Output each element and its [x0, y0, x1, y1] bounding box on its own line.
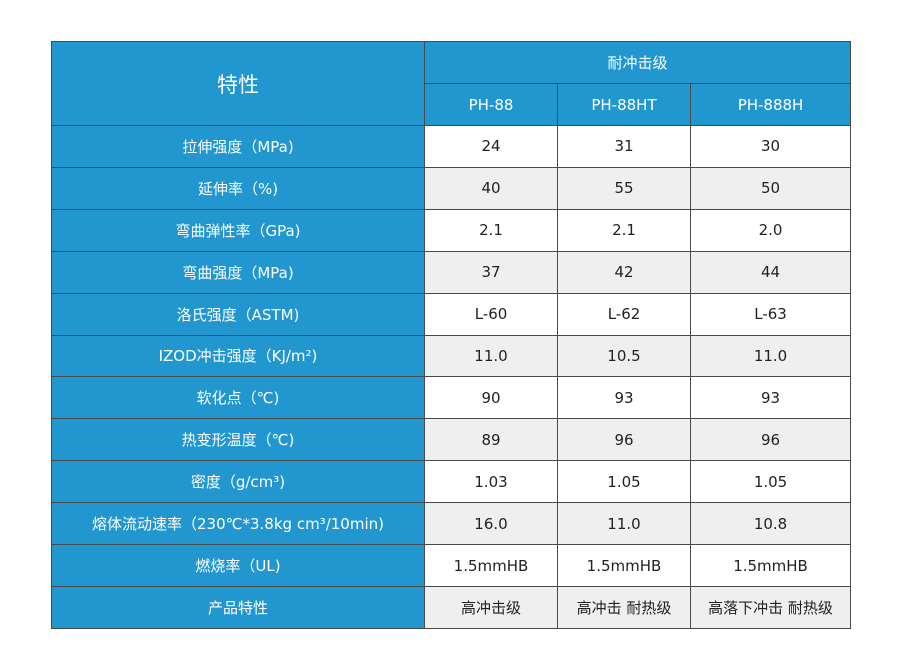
value-cell: 40: [424, 166, 558, 210]
value-cell: 50: [689, 166, 852, 210]
table-row: 密度（g/cm³) 1.03 1.05 1.05: [51, 460, 852, 504]
value-cell: 11.0: [424, 334, 558, 378]
table-row: 弯曲弹性率（GPa) 2.1 2.1 2.0: [51, 208, 852, 252]
value-cell: 11.0: [689, 334, 852, 378]
value-cell: 2.1: [557, 208, 691, 252]
value-cell: 1.5mmHB: [424, 544, 558, 587]
value-cell: 24: [424, 125, 558, 168]
property-label: 熔体流动速率（230℃*3.8kg cm³/10min): [51, 502, 425, 546]
value-cell: 89: [424, 418, 558, 462]
table-row: 洛氏强度（ASTM) L-60 L-62 L-63: [51, 292, 852, 336]
table-row: 拉伸强度（MPa) 24 31 30: [51, 125, 852, 168]
value-cell: 1.05: [557, 460, 691, 504]
value-cell: 55: [557, 166, 691, 210]
spec-table: 特性 耐冲击级 PH-88 PH-88HT PH-888H 拉伸强度（MPa) …: [51, 41, 852, 630]
value-cell: 1.5mmHB: [557, 544, 691, 587]
table-row: IZOD冲击强度（KJ/m²) 11.0 10.5 11.0: [51, 334, 852, 378]
value-cell: 2.1: [424, 208, 558, 252]
value-cell: L-63: [689, 292, 852, 336]
property-label: IZOD冲击强度（KJ/m²): [51, 334, 425, 378]
value-cell: 30: [689, 125, 852, 168]
property-label: 密度（g/cm³): [51, 460, 425, 504]
value-cell: 高冲击 耐热级: [557, 585, 691, 630]
value-cell: 2.0: [689, 208, 852, 252]
value-cell: 16.0: [424, 502, 558, 546]
value-cell: 1.05: [689, 460, 852, 504]
header-row-models: PH-88 PH-88HT PH-888H: [52, 83, 852, 126]
value-cell: 11.0: [557, 502, 691, 546]
value-cell: L-62: [557, 292, 691, 336]
model-header: PH-88HT: [557, 83, 691, 126]
value-cell: 44: [689, 250, 852, 294]
table-row: 燃烧率（UL) 1.5mmHB 1.5mmHB 1.5mmHB: [51, 544, 852, 587]
model-header: PH-88: [424, 83, 558, 126]
value-cell: 10.8: [689, 502, 852, 546]
value-cell: 1.03: [424, 460, 558, 504]
table-row: 延伸率（%) 40 55 50: [51, 166, 852, 210]
value-cell: 1.5mmHB: [689, 544, 852, 587]
value-cell: 42: [557, 250, 691, 294]
header-property-cell: 特性: [51, 41, 425, 126]
value-cell: 96: [689, 418, 852, 462]
property-label: 弯曲强度（MPa): [51, 250, 425, 294]
value-cell: 93: [557, 376, 691, 420]
header-row-top: 特性 耐冲击级: [51, 41, 852, 126]
property-label: 热变形温度（℃): [51, 418, 425, 462]
value-cell: 31: [557, 125, 691, 168]
value-cell: 高落下冲击 耐热级: [689, 585, 852, 630]
value-cell: 10.5: [557, 334, 691, 378]
value-cell: L-60: [424, 292, 558, 336]
value-cell: 93: [689, 376, 852, 420]
table-row: 熔体流动速率（230℃*3.8kg cm³/10min) 16.0 11.0 1…: [51, 502, 852, 546]
value-cell: 96: [557, 418, 691, 462]
property-label: 延伸率（%): [51, 166, 425, 210]
property-label: 洛氏强度（ASTM): [51, 292, 425, 336]
table-row: 软化点（℃) 90 93 93: [51, 376, 852, 420]
table-row: 产品特性 高冲击级 高冲击 耐热级 高落下冲击 耐热级: [51, 585, 852, 630]
value-cell: 90: [424, 376, 558, 420]
header-group-cell: 耐冲击级: [423, 41, 852, 84]
table-row: 热变形温度（℃) 89 96 96: [51, 418, 852, 462]
model-header: PH-888H: [689, 83, 852, 126]
value-cell: 37: [424, 250, 558, 294]
property-label: 拉伸强度（MPa): [51, 125, 425, 168]
value-cell: 高冲击级: [424, 585, 558, 630]
property-label: 燃烧率（UL): [51, 544, 425, 587]
property-label: 软化点（℃): [51, 376, 425, 420]
table-row: 弯曲强度（MPa) 37 42 44: [51, 250, 852, 294]
property-label: 产品特性: [51, 585, 425, 630]
property-label: 弯曲弹性率（GPa): [51, 208, 425, 252]
